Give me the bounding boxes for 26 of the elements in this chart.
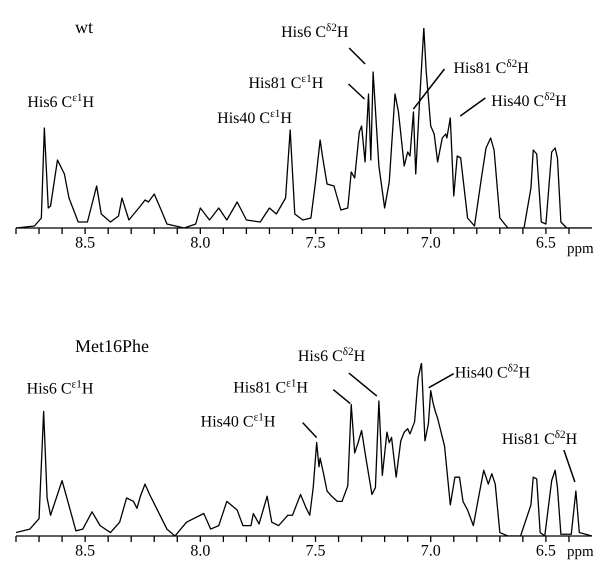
annotation: His81 C$^{δ2}$H [502,429,578,448]
chart-title: wt [75,16,93,38]
annotation: His81 C$^{δ2}$H [453,58,530,77]
annotation: His6 C$^{ε1}$H [26,378,94,398]
x-tick-label: 6.5 [536,234,556,252]
x-tick-label: 7.0 [420,234,441,252]
x-tick-label: 8.0 [190,234,210,252]
annotation: His40 C$^{δ2}$H [454,362,530,382]
x-tick-label: 8.0 [190,542,210,560]
annotation: His40 C$^{ε1}$H [217,108,292,127]
annotation: His40 C$^{ε1}$H [200,412,276,431]
x-axis-title: ppm [567,543,594,561]
x-tick-label: 8.5 [75,542,96,560]
annotation: His81 C$^{ε1}$H [233,378,308,397]
x-tick-label: 7.5 [306,234,326,252]
x-tick-label: 8.5 [75,234,96,252]
annotation: His81 C$^{ε1}$H [248,73,324,92]
x-axis-title: ppm [567,240,594,258]
annotation: His6 C$^{δ2}$H [298,346,366,366]
x-tick-label: 7.5 [306,542,326,560]
x-tick-label: 6.5 [536,542,556,560]
chart-title: Met16Phe [75,335,149,357]
x-tick-label: 7.0 [420,542,441,560]
annotation: His6 C$^{δ2}$H [281,22,349,41]
annotation: His6 C$^{ε1}$H [27,92,95,111]
annotation: His40 C$^{δ2}$H [491,91,568,110]
